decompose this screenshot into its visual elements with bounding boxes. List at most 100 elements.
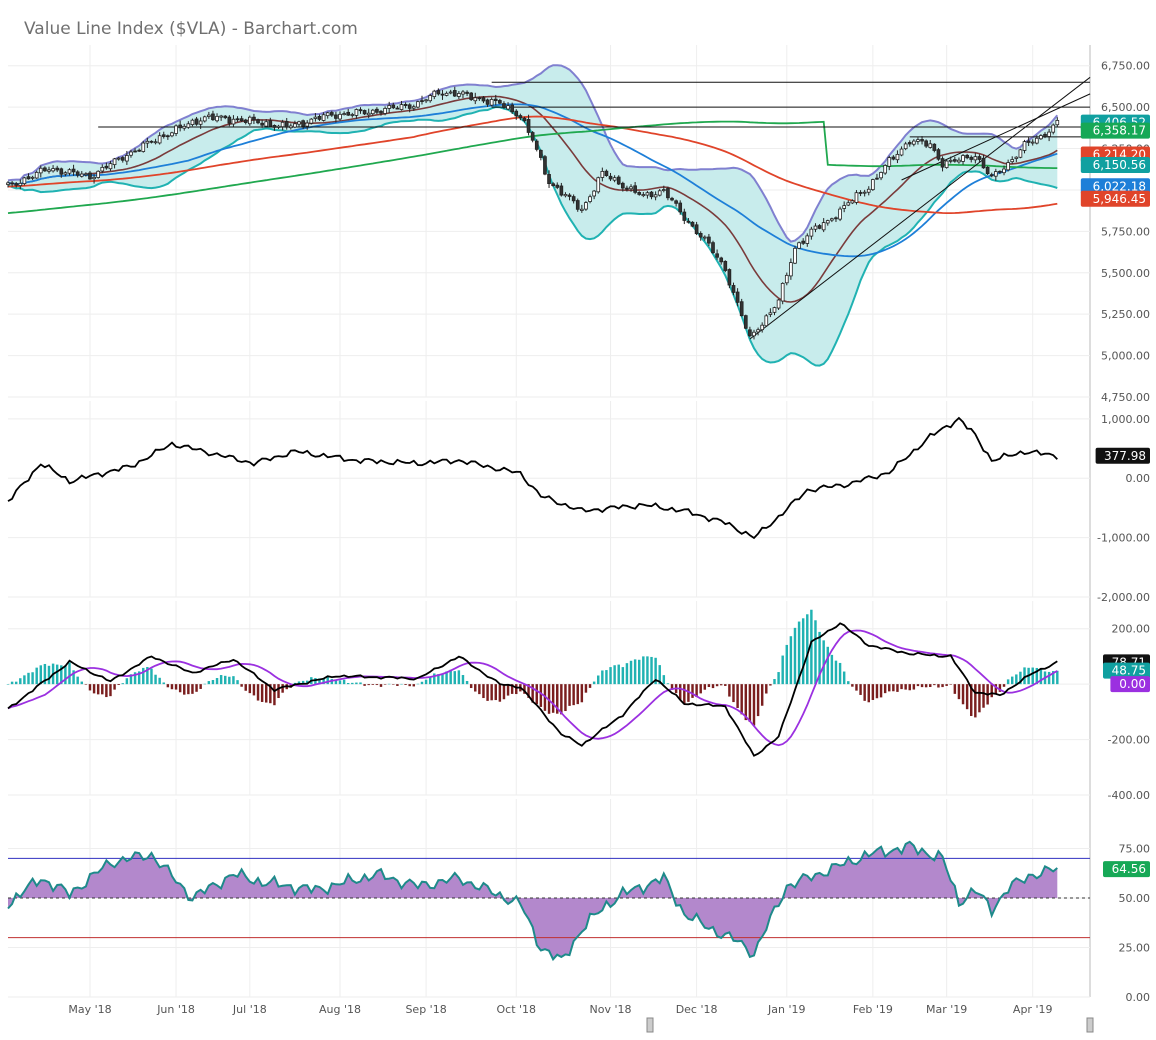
- macd-histogram-bar: [178, 684, 182, 693]
- macd-histogram-bar: [387, 683, 391, 685]
- macd-histogram-bar: [346, 683, 350, 685]
- macd-histogram-bar: [1056, 670, 1059, 685]
- candle-body: [653, 194, 658, 198]
- y-tick-label-price: 5,000.00: [1101, 350, 1150, 363]
- price-badge: 6,022.18: [1093, 179, 1146, 193]
- candle-body: [940, 158, 945, 168]
- rsi-line: [7, 840, 1058, 962]
- candle-body: [821, 222, 826, 231]
- candle-body: [916, 139, 920, 142]
- candle-body: [280, 121, 285, 128]
- candle-body: [1010, 159, 1015, 163]
- candle-body: [924, 140, 928, 147]
- macd-histogram-bar: [449, 669, 452, 685]
- macd-histogram-bar: [445, 671, 448, 685]
- macd-histogram-bar: [228, 676, 231, 685]
- macd-histogram-bar: [945, 684, 948, 686]
- macd-histogram-bar: [527, 684, 530, 698]
- candle-body: [764, 315, 769, 327]
- candle-body: [6, 182, 10, 185]
- price-badge-bg: [1080, 190, 1150, 207]
- macd-histogram-bar: [224, 675, 227, 685]
- macd-histogram-bar: [1019, 671, 1022, 685]
- macd-histogram-bar: [359, 682, 362, 685]
- macd-histogram-bar: [1039, 668, 1043, 685]
- candle-body: [350, 114, 355, 116]
- macd-histogram-bar: [740, 684, 743, 715]
- macd-histogram-bar: [498, 684, 502, 702]
- candle-body: [965, 154, 969, 159]
- candle-body: [416, 101, 420, 108]
- macd-histogram-bar: [625, 663, 629, 685]
- candle-body: [805, 235, 810, 244]
- macd-histogram-bar: [937, 684, 940, 688]
- macd-histogram-bar: [482, 684, 485, 699]
- candle-body: [674, 200, 678, 204]
- macd-histogram-bar: [560, 684, 563, 715]
- candle-body: [18, 182, 23, 186]
- macd-histogram-bar: [797, 621, 801, 685]
- candle-body: [174, 125, 178, 134]
- macd-histogram-bar: [896, 684, 899, 692]
- candle-body: [604, 170, 609, 177]
- candle-body: [346, 111, 351, 116]
- y-tick-label-rsi: 25.00: [1119, 942, 1151, 955]
- candle-body: [190, 119, 195, 125]
- scroll-handle-left[interactable]: [646, 1017, 654, 1033]
- candle-body: [625, 187, 629, 190]
- candle-body: [477, 97, 482, 100]
- macd-histogram-bar: [379, 684, 383, 687]
- candle-body: [702, 236, 707, 239]
- macd-histogram-bar: [633, 659, 637, 685]
- candle-body: [182, 125, 187, 129]
- macd-histogram-bar: [510, 684, 514, 694]
- candle-body: [838, 208, 842, 220]
- macd-histogram-bar: [916, 684, 920, 687]
- candle-body: [30, 176, 35, 179]
- rsi-panel: [7, 840, 1090, 962]
- candle-body: [502, 103, 506, 108]
- macd-histogram-bar: [879, 684, 883, 698]
- candle-body: [612, 177, 617, 181]
- macd-histogram-bar: [211, 680, 215, 685]
- macd-histogram-bar: [551, 684, 555, 713]
- candle-body: [772, 307, 777, 313]
- price-badge: 6,150.56: [1093, 158, 1146, 172]
- macd-histogram-bar: [646, 656, 649, 685]
- sma-long-line: [7, 115, 1058, 214]
- macd-histogram-bar: [654, 657, 657, 685]
- macd-histogram-bar: [748, 684, 752, 722]
- candle-body: [559, 185, 564, 196]
- candle-body: [461, 91, 465, 95]
- x-tick-label: Aug '18: [319, 1003, 361, 1016]
- candle-body: [358, 109, 363, 112]
- macd-histogram-bar: [629, 660, 633, 685]
- candle-body: [928, 143, 933, 148]
- macd-histogram-bar: [88, 684, 92, 691]
- candle-body: [22, 177, 27, 185]
- candle-body: [616, 176, 621, 185]
- candle-body: [338, 113, 342, 120]
- candle-body: [948, 159, 953, 162]
- candle-body: [342, 113, 346, 116]
- candle-body: [125, 155, 129, 162]
- macd-histogram-bar: [199, 684, 202, 689]
- candle-body: [448, 91, 453, 94]
- macd-histogram-bar: [240, 684, 243, 687]
- candle-body: [875, 177, 879, 180]
- macd-histogram-bar: [117, 684, 120, 686]
- candle-body: [825, 220, 830, 224]
- macd-histogram-bar: [867, 684, 870, 703]
- macd-histogram-bar: [781, 655, 784, 685]
- scroll-handle-right[interactable]: [1086, 1017, 1094, 1033]
- macd-histogram-bar: [478, 684, 481, 695]
- candle-body: [288, 125, 293, 129]
- y-tick-label-obv: 1,000.00: [1101, 413, 1150, 426]
- macd-histogram-bar: [281, 684, 284, 693]
- macd-histogram-bar: [982, 684, 985, 708]
- macd-histogram-bar: [469, 684, 473, 689]
- macd-panel: [6, 609, 1059, 757]
- candle-body: [858, 192, 863, 194]
- macd-histogram-bar: [506, 684, 510, 696]
